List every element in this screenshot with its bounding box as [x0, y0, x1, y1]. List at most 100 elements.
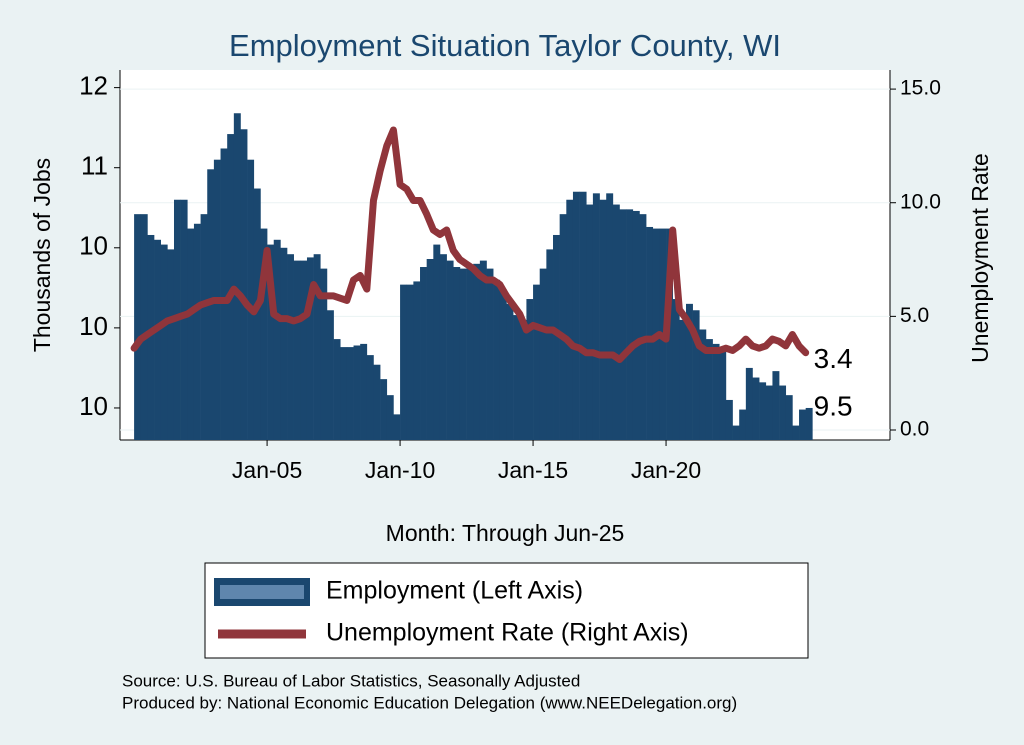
bar: [606, 193, 614, 440]
bar: [154, 239, 161, 440]
bar: [765, 385, 773, 440]
chart-title: Employment Situation Taylor County, WI: [229, 28, 781, 63]
bar: [313, 254, 321, 440]
bar: [187, 228, 195, 440]
y2-tick-label: 15.0: [900, 77, 941, 100]
bar: [453, 267, 461, 440]
bar: [526, 299, 534, 440]
bar: [446, 260, 454, 440]
bar: [413, 281, 421, 440]
bar: [466, 267, 474, 440]
bar: [486, 268, 494, 440]
produced-note: Produced by: National Economic Education…: [122, 693, 737, 712]
x-tick-label: Jan-15: [498, 457, 568, 483]
bar: [519, 319, 527, 440]
bar: [393, 414, 401, 440]
legend-label: Employment (Left Axis): [326, 577, 583, 605]
bar: [732, 425, 740, 440]
bar: [479, 260, 487, 440]
bar: [140, 214, 148, 440]
bar: [739, 409, 747, 440]
y2-tick-label: 0.0: [900, 418, 929, 441]
bar: [632, 210, 640, 440]
bar: [220, 148, 228, 440]
bar: [639, 214, 647, 440]
bar: [719, 350, 727, 440]
bar: [592, 193, 600, 440]
source-note: Source: U.S. Bureau of Labor Statistics,…: [122, 671, 580, 690]
bar: [725, 399, 733, 440]
bar: [134, 214, 142, 440]
bar: [626, 209, 634, 440]
bar: [360, 343, 368, 440]
bar: [247, 159, 255, 441]
bar: [493, 279, 501, 440]
bar: [280, 247, 288, 440]
bar: [373, 364, 381, 440]
bar: [253, 188, 261, 440]
bar: [679, 319, 687, 440]
bar: [353, 345, 361, 440]
line: [130, 126, 810, 364]
x-tick-label: Jan-10: [365, 457, 435, 483]
y-tick-label: 12: [79, 70, 108, 100]
bar: [566, 199, 574, 440]
bar: [426, 259, 434, 440]
bar: [506, 303, 514, 440]
bar: [546, 249, 554, 440]
y-tick-label: 10: [79, 231, 108, 261]
bar: [380, 379, 388, 440]
bar: [293, 260, 301, 440]
y-tick-label: 11: [81, 151, 108, 181]
y-axis-label: Thousands of Jobs: [29, 158, 55, 352]
end-value-label: 9.5: [814, 390, 853, 421]
bar: [646, 226, 654, 440]
bar: [539, 268, 547, 440]
bar: [320, 268, 328, 440]
end-value-label: 3.4: [814, 343, 853, 374]
bar: [260, 228, 268, 440]
y2-tick-label: 5.0: [900, 304, 929, 327]
bar: [167, 249, 175, 440]
bar: [579, 191, 587, 440]
bar: [779, 385, 787, 440]
bar: [805, 407, 813, 440]
bar: [273, 239, 281, 440]
bar: [692, 310, 700, 440]
bar: [699, 329, 707, 440]
bar: [785, 395, 793, 440]
y-tick-label: 10: [79, 311, 108, 341]
bar: [745, 367, 753, 440]
bar: [306, 257, 314, 440]
bar: [559, 214, 567, 440]
bar: [759, 382, 767, 440]
x-tick-label: Jan-20: [631, 457, 701, 483]
bar: [386, 395, 394, 440]
bar: [233, 113, 241, 440]
bar: [346, 347, 354, 440]
x-axis-label: Month: Through Jun-25: [386, 520, 625, 546]
bar: [180, 199, 188, 440]
bar: [227, 134, 235, 440]
bar: [599, 199, 607, 440]
legend-label: Unemployment Rate (Right Axis): [326, 619, 689, 647]
bar: [287, 254, 294, 440]
bar: [200, 214, 208, 440]
bar: [333, 339, 341, 440]
bar: [420, 267, 427, 440]
bar: [533, 284, 541, 440]
y2-tick-label: 10.0: [900, 190, 941, 213]
bar: [705, 339, 713, 440]
y2-axis-label: Unemployment Rate: [967, 153, 993, 363]
bar: [300, 260, 308, 440]
bar: [799, 409, 806, 440]
y-tick-label: 10: [79, 391, 108, 421]
bar: [752, 377, 760, 440]
bar: [619, 209, 627, 440]
bar: [586, 204, 594, 440]
legend-swatch-inner: [220, 585, 304, 599]
bar: [439, 254, 447, 440]
bar: [685, 303, 693, 440]
bar: [499, 289, 507, 440]
